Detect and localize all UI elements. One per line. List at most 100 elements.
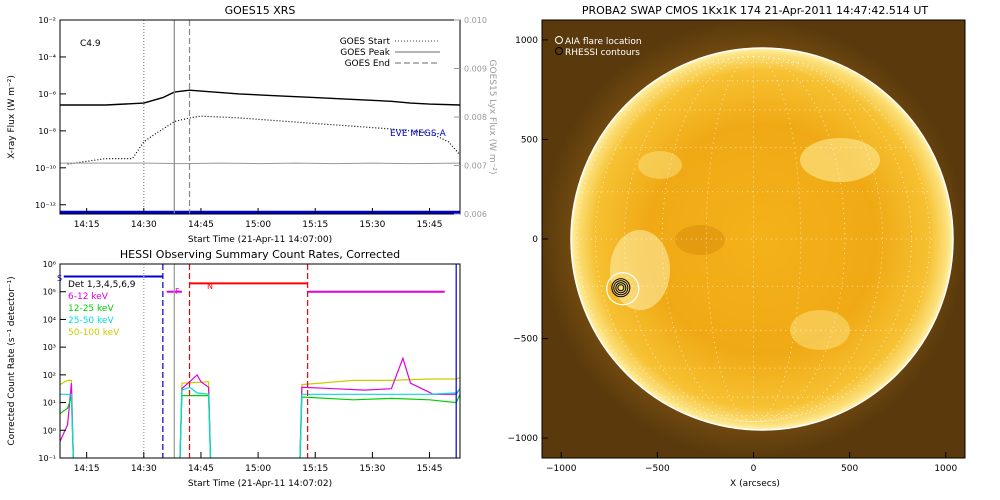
goes-ytick-label: 10⁻² bbox=[38, 16, 56, 25]
hessi-legend: Det 1,3,4,5,6,9 6-12 keV 12-25 keV 25-50… bbox=[68, 280, 136, 338]
hessi-xtick-label: 14:45 bbox=[188, 464, 214, 474]
goes-ytick-right-label: 0.006 bbox=[464, 210, 487, 219]
hessi-legend-12-25: 12-25 keV bbox=[68, 304, 114, 314]
active-region-c bbox=[675, 225, 725, 255]
swap-panel: PROBA2 SWAP CMOS 1Kx1K 174 21-Apr-2011 1… bbox=[508, 4, 966, 489]
rhessi-contour-0 bbox=[611, 278, 631, 298]
hessi-xtick-label: 15:00 bbox=[245, 464, 271, 474]
swap-xtick-label: 0 bbox=[751, 464, 757, 474]
goes-legend-peak: GOES Peak bbox=[340, 48, 390, 58]
hessi-ylabel: Corrected Count Rate (s⁻¹ detector⁻¹) bbox=[7, 276, 17, 445]
swap-legend-rhessi-marker bbox=[555, 47, 563, 55]
swap-xlabel: X (arcsecs) bbox=[730, 479, 780, 489]
hessi-xtick-label: 15:30 bbox=[359, 464, 385, 474]
goes-series-lyman bbox=[60, 162, 460, 165]
goes-ylabel: X-ray Flux (W m⁻²) bbox=[7, 75, 17, 159]
goes-ytick-label: 10⁻⁸ bbox=[38, 127, 56, 136]
swap-xtick-label: 500 bbox=[841, 464, 858, 474]
hessi-series-25-50-seg1 bbox=[179, 386, 212, 458]
hessi-series-12-25-seg1 bbox=[179, 395, 212, 458]
hessi-xlabel: Start Time (21-Apr-11 14:07:02) bbox=[188, 479, 332, 489]
swap-title: PROBA2 SWAP CMOS 1Kx1K 174 21-Apr-2011 1… bbox=[582, 4, 929, 17]
goes-plot-frame bbox=[59, 19, 461, 215]
hessi-legend-6-12: 6-12 keV bbox=[68, 292, 109, 302]
goes-ytick-label: 10⁻⁶ bbox=[38, 90, 56, 99]
goes-ytick-right-label: 0.009 bbox=[464, 65, 487, 74]
hessi-legend-50-100: 50-100 keV bbox=[68, 328, 120, 338]
hessi-ytick-label: 10³ bbox=[43, 343, 56, 352]
goes-title: GOES15 XRS bbox=[225, 4, 296, 17]
hessi-plot-frame bbox=[59, 263, 461, 459]
swap-legend-rhessi: RHESSI contours bbox=[565, 48, 640, 58]
swap-xtick-label: −500 bbox=[645, 464, 670, 474]
rhessi-contour-3 bbox=[617, 284, 625, 292]
goes-legend-start: GOES Start bbox=[340, 37, 391, 47]
swap-legend: AIA flare location RHESSI contours bbox=[555, 36, 642, 58]
hessi-flag-labels: S F N bbox=[57, 274, 213, 296]
hessi-xtick-label: 15:45 bbox=[417, 464, 443, 474]
active-region-se bbox=[790, 310, 850, 350]
goes-ytick-label: 10⁻⁴ bbox=[38, 53, 56, 62]
hessi-flag-n: N bbox=[207, 282, 213, 291]
active-region-w bbox=[610, 230, 670, 310]
hessi-title: HESSI Observing Summary Count Rates, Cor… bbox=[120, 248, 400, 261]
goes-legend: GOES Start GOES Peak GOES End bbox=[340, 37, 440, 69]
swap-xtick-label: −1000 bbox=[546, 464, 577, 474]
goes-xtick-label: 15:30 bbox=[359, 220, 385, 230]
hessi-ytick-label: 10² bbox=[43, 371, 56, 380]
lon-grid-line bbox=[753, 55, 931, 423]
rhessi-contour-2 bbox=[615, 282, 627, 294]
swap-ytick-label: 0 bbox=[532, 235, 538, 245]
goes-xtick-label: 15:15 bbox=[302, 220, 328, 230]
goes-series-long bbox=[60, 89, 460, 106]
hessi-ytick-label: 10⁵ bbox=[43, 288, 56, 297]
swap-ytick-label: 1000 bbox=[515, 36, 538, 46]
hessi-flag-s: S bbox=[57, 274, 62, 283]
hessi-xtick-label: 15:15 bbox=[302, 464, 328, 474]
hessi-ytick-label: 10⁴ bbox=[43, 315, 56, 324]
goes-xtick-label: 14:15 bbox=[74, 220, 100, 230]
hessi-series-6-12-seg1 bbox=[179, 373, 212, 458]
goes-flare-class: C4.9 bbox=[80, 39, 101, 49]
goes-ytick-right-label: 0.010 bbox=[464, 16, 487, 25]
rhessi-contour-1 bbox=[613, 280, 629, 296]
goes-xtick-label: 14:45 bbox=[188, 220, 214, 230]
goes-panel: GOES15 XRS 14:15 14:30 14:45 15:00 15:15 15:3… bbox=[7, 4, 497, 245]
goes-ytick-right-label: 0.008 bbox=[464, 113, 487, 122]
aia-flare-marker bbox=[606, 272, 640, 306]
goes-xlabel: Start Time (21-Apr-11 14:07:00) bbox=[188, 235, 332, 245]
hessi-ytick-label: 10⁰ bbox=[43, 426, 56, 435]
swap-ytick-label: −500 bbox=[513, 335, 538, 345]
hessi-series-6-12-seg2 bbox=[299, 356, 460, 458]
swap-ytick-label: −1000 bbox=[508, 434, 539, 444]
hessi-flag-f: F bbox=[175, 287, 180, 296]
lon-grid-line bbox=[576, 55, 754, 423]
goes-eve-label: EVE MEGS-A bbox=[390, 129, 447, 139]
hessi-ytick-label: 10⁻¹ bbox=[38, 454, 56, 463]
swap-xtick-label: 1000 bbox=[934, 464, 957, 474]
hessi-legend-25-50: 25-50 keV bbox=[68, 316, 114, 326]
hessi-series-25-50-seg0 bbox=[60, 393, 74, 458]
hessi-xtick-label: 14:15 bbox=[74, 464, 100, 474]
goes-ytick-right-label: 0.007 bbox=[464, 162, 487, 171]
goes-xtick-label: 14:30 bbox=[131, 220, 157, 230]
hessi-series-50-100-seg1 bbox=[179, 381, 212, 458]
goes-ylabel-right: GOES15 Lyx Flux (W m⁻²) bbox=[487, 60, 497, 175]
swap-legend-aia-marker bbox=[555, 36, 563, 44]
goes-legend-end: GOES End bbox=[345, 59, 390, 69]
hessi-ytick-label: 10¹ bbox=[43, 399, 56, 408]
hessi-ytick-label: 10⁶ bbox=[43, 260, 56, 269]
hessi-xtick-label: 14:30 bbox=[131, 464, 157, 474]
hessi-series-12-25-seg2 bbox=[299, 394, 460, 458]
swap-legend-aia: AIA flare location bbox=[565, 37, 642, 47]
hessi-panel: HESSI Observing Summary Count Rates, Cor… bbox=[7, 248, 461, 489]
goes-ytick-label: 10⁻¹² bbox=[35, 201, 56, 210]
goes-ytick-label: 10⁻¹⁰ bbox=[35, 164, 56, 173]
hessi-legend-det: Det 1,3,4,5,6,9 bbox=[68, 280, 136, 290]
swap-ytick-label: 500 bbox=[521, 135, 538, 145]
goes-xtick-label: 15:45 bbox=[417, 220, 443, 230]
active-region-ne bbox=[800, 138, 880, 182]
goes-series-short bbox=[67, 115, 460, 165]
goes-xtick-label: 15:00 bbox=[245, 220, 271, 230]
